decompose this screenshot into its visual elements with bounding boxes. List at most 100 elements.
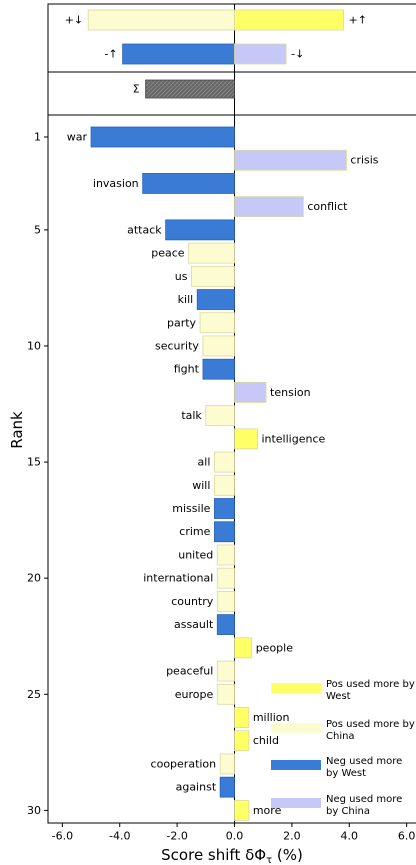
word-bar — [216, 591, 235, 612]
legend-label-line: Neg used more — [326, 794, 402, 805]
x-tick-label: -2.0 — [166, 830, 187, 843]
legend-label-line: by West — [326, 768, 366, 779]
word-bar — [188, 242, 235, 264]
summary-bar — [87, 9, 235, 31]
y-tick-label: 15 — [27, 456, 41, 469]
word-bar-label: will — [192, 479, 210, 492]
y-tick-label: 10 — [27, 339, 41, 352]
word-bar-label: peaceful — [166, 665, 213, 678]
word-bar — [216, 660, 235, 682]
word-bar — [202, 335, 235, 357]
word-bar — [234, 382, 267, 403]
y-tick-label: 1 — [34, 131, 41, 144]
summary-bar — [122, 43, 235, 65]
word-bar-label: invasion — [93, 177, 139, 190]
y-tick-label: 25 — [27, 688, 41, 701]
word-bar-label: million — [253, 711, 290, 724]
word-bar — [234, 149, 347, 171]
summary-bar — [234, 43, 287, 65]
summary-bar-label: +↑ — [349, 14, 367, 27]
word-bar-label: people — [256, 641, 294, 654]
word-bar-label: child — [253, 734, 279, 747]
summary-bar-label: -↓ — [291, 48, 304, 61]
legend-label-line: Pos used more by — [326, 719, 415, 730]
legend-label-line: Pos used more by — [326, 679, 415, 690]
word-bar — [214, 498, 235, 519]
ranking-panel — [47, 114, 416, 824]
word-bar — [191, 265, 235, 287]
word-bar-label: security — [155, 339, 199, 352]
word-bar — [205, 405, 235, 427]
word-bar — [214, 521, 235, 543]
word-bar-label: kill — [178, 293, 194, 306]
word-bar — [216, 683, 235, 705]
word-bar — [234, 799, 250, 821]
legend-swatch — [271, 723, 321, 733]
x-tick-label: 4.0 — [341, 830, 359, 843]
x-axis-label-subscript: τ — [266, 855, 272, 865]
word-bar — [234, 196, 304, 218]
y-tick-label: 30 — [27, 804, 41, 817]
word-bar-label: fight — [174, 363, 200, 376]
word-bar — [219, 776, 235, 798]
word-bar — [234, 428, 258, 450]
legend-swatch — [271, 683, 321, 693]
word-bar — [142, 173, 235, 194]
word-bar-label: united — [178, 548, 213, 561]
word-bar — [214, 451, 235, 473]
word-bar-label: missile — [172, 502, 210, 515]
word-bar — [234, 707, 250, 728]
word-bar — [216, 614, 235, 636]
word-bar-label: tension — [270, 386, 311, 399]
x-tick-label: 2.0 — [283, 830, 301, 843]
word-bar-label: all — [198, 456, 211, 469]
word-bar — [216, 544, 235, 566]
word-bar-label: war — [67, 131, 88, 144]
y-tick-label: 5 — [34, 223, 41, 236]
word-bar-label: intelligence — [261, 432, 325, 445]
word-bar-label: crisis — [350, 154, 378, 167]
word-bar-label: peace — [151, 247, 185, 260]
word-bar-label: cooperation — [151, 757, 217, 770]
legend-label-line: China — [326, 731, 355, 742]
x-axis-label: Score shift δΦτ (%) — [161, 846, 303, 865]
word-bar-label: crime — [179, 525, 210, 538]
word-bar-label: against — [176, 781, 217, 794]
y-tick-label: 20 — [27, 572, 41, 585]
legend-label: Pos used more by China — [326, 719, 415, 742]
word-bar-label: conflict — [307, 200, 348, 213]
total-bar — [145, 79, 235, 99]
word-bar — [202, 358, 235, 380]
total-bar-label: Σ — [133, 83, 140, 96]
word-bar — [199, 312, 235, 334]
word-bar — [219, 753, 235, 775]
word-bar — [214, 474, 235, 496]
legend-swatch — [271, 760, 321, 770]
x-tick-label: 6.0 — [398, 830, 416, 843]
word-bar — [234, 637, 253, 659]
x-tick-label: 0.0 — [226, 830, 244, 843]
y-axis-label: Rank — [8, 411, 26, 449]
legend-label: Neg used more by West — [326, 756, 402, 779]
word-bar-label: us — [175, 270, 188, 283]
legend-label: Neg used more by China — [326, 794, 402, 817]
word-bar-label: assault — [174, 618, 214, 631]
x-axis-label-suffix: (%) — [272, 846, 303, 864]
word-bar-label: country — [171, 595, 214, 608]
word-bar-label: talk — [181, 409, 202, 422]
x-tick-label: -6.0 — [52, 830, 73, 843]
legend-label: Pos used more by West — [326, 679, 415, 702]
word-bar-label: party — [167, 316, 197, 329]
word-bar — [90, 126, 235, 148]
word-bar-label: europe — [175, 688, 214, 701]
x-tick-label: -4.0 — [109, 830, 130, 843]
word-bar — [196, 289, 235, 310]
word-bar-label: attack — [127, 223, 162, 236]
summary-bar-label: -↑ — [104, 48, 117, 61]
legend-label-line: Neg used more — [326, 756, 402, 767]
word-bar — [165, 219, 235, 241]
word-bar — [234, 730, 250, 752]
word-bar — [216, 567, 235, 589]
word-bar-label: international — [143, 572, 213, 585]
